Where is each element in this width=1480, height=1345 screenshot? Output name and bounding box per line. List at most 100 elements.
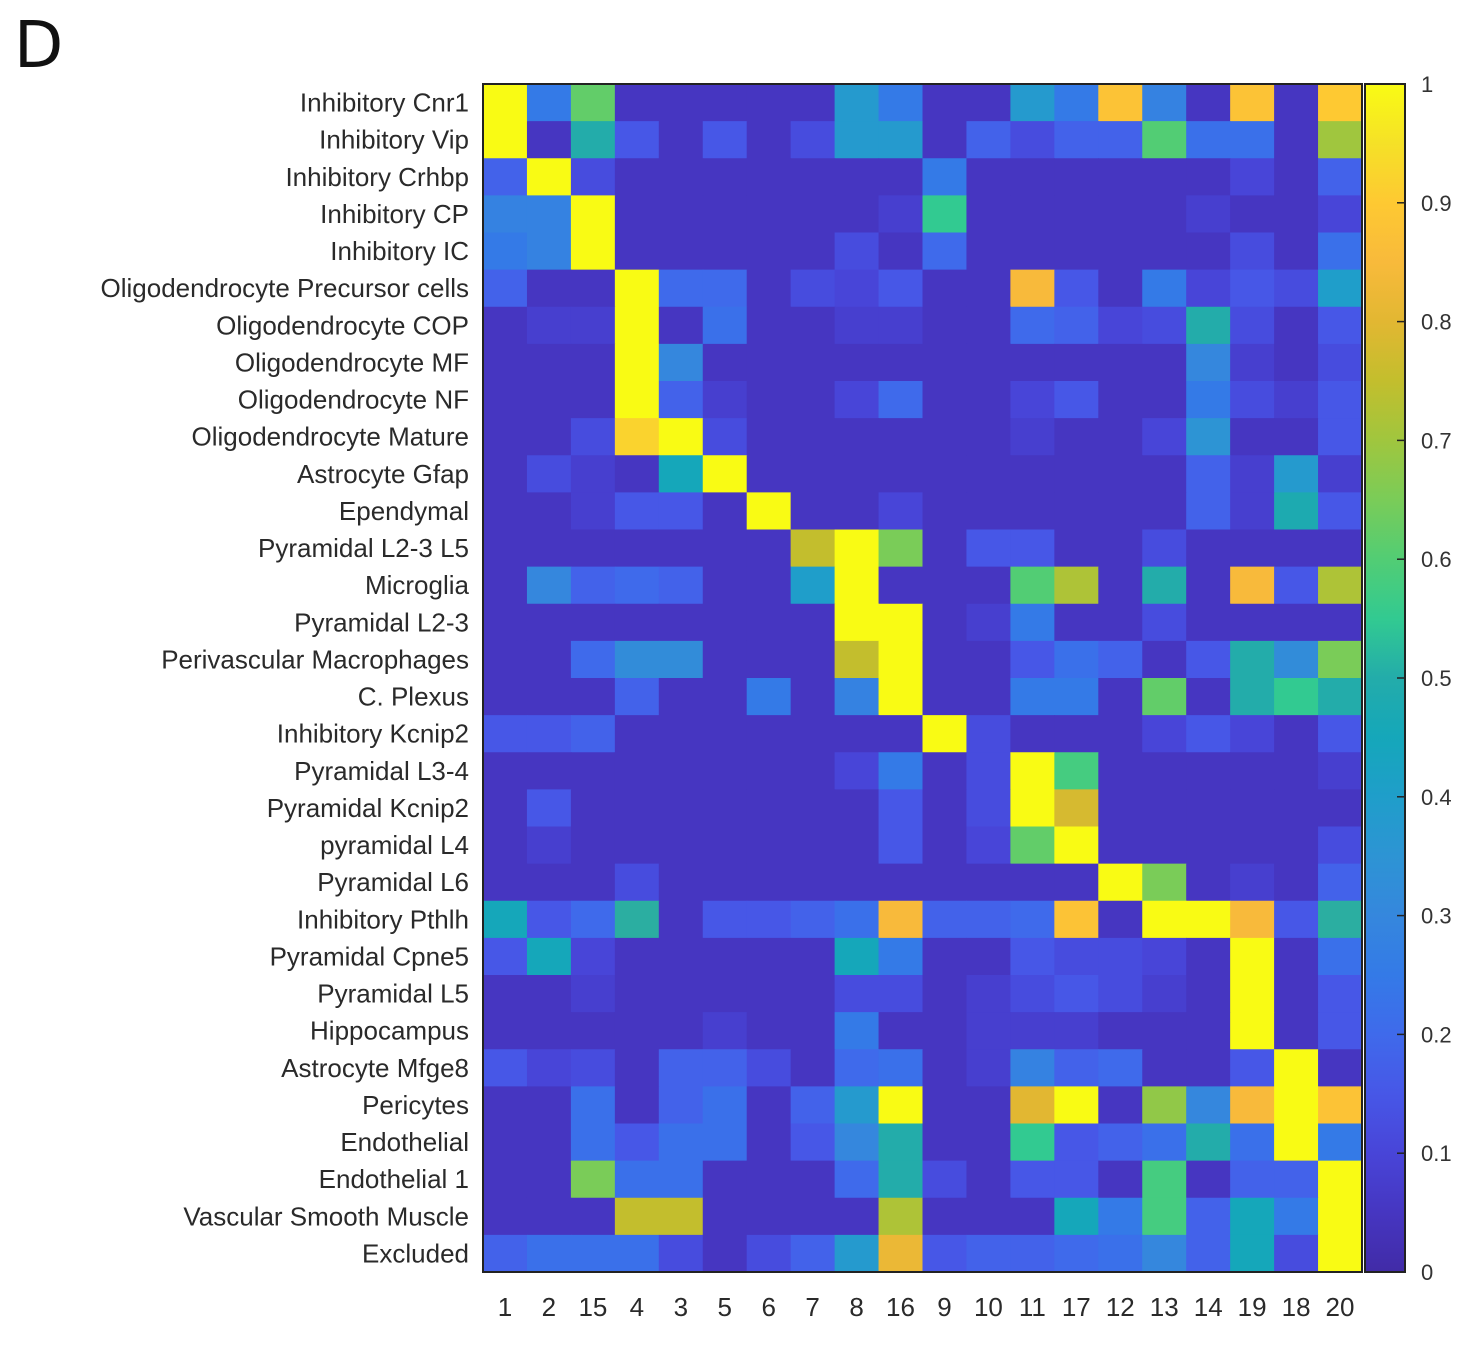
heatmap-cell xyxy=(922,1197,968,1236)
heatmap-cell xyxy=(1274,269,1319,308)
heatmap-cell xyxy=(702,343,748,382)
column-label: 17 xyxy=(1062,1292,1091,1322)
heatmap-cell xyxy=(1230,1234,1275,1273)
heatmap-cell xyxy=(790,455,836,493)
heatmap-cell xyxy=(658,306,704,345)
heatmap-cell xyxy=(790,1197,836,1236)
row-label: Endothelial xyxy=(340,1127,469,1157)
heatmap-cell xyxy=(1142,826,1187,865)
heatmap-cell xyxy=(1186,343,1231,382)
heatmap-cell xyxy=(1186,1086,1231,1125)
heatmap-cell xyxy=(570,455,616,493)
heatmap-cell xyxy=(526,343,572,382)
heatmap-cell xyxy=(834,752,880,790)
heatmap-cell xyxy=(1230,529,1275,568)
heatmap-cell xyxy=(1098,1049,1143,1087)
heatmap-cell xyxy=(483,381,528,419)
heatmap-cell xyxy=(790,937,836,976)
heatmap-cells xyxy=(483,84,1363,1273)
heatmap-cell xyxy=(922,84,968,122)
row-label: Hippocampus xyxy=(310,1016,469,1046)
heatmap-cell xyxy=(702,381,748,419)
heatmap-cell xyxy=(878,492,924,531)
heatmap-cell xyxy=(658,640,704,679)
heatmap-cell xyxy=(1010,566,1055,605)
heatmap-cell xyxy=(1274,195,1319,234)
heatmap-cell xyxy=(1054,343,1099,382)
heatmap-cell xyxy=(1186,1160,1231,1199)
heatmap-cell xyxy=(922,826,968,865)
heatmap-cell xyxy=(570,715,616,753)
heatmap-cell xyxy=(526,1012,572,1050)
heatmap-cell xyxy=(614,715,660,753)
heatmap-cell xyxy=(702,418,748,456)
colorbar-tick-label: 1 xyxy=(1421,72,1433,97)
heatmap-cell xyxy=(966,492,1011,531)
heatmap-cell xyxy=(1186,863,1231,902)
heatmap-cell xyxy=(526,306,572,345)
heatmap-cell xyxy=(1230,158,1275,196)
heatmap-cell xyxy=(614,752,660,790)
heatmap-cell xyxy=(614,863,660,902)
heatmap-cell xyxy=(614,158,660,196)
heatmap-cell xyxy=(1274,752,1319,790)
heatmap-cell xyxy=(570,1234,616,1273)
heatmap-cell xyxy=(570,975,616,1013)
heatmap-cell xyxy=(570,1086,616,1125)
heatmap-cell xyxy=(834,975,880,1013)
heatmap-cell xyxy=(922,1012,968,1050)
colorbar-tick-label: 0.3 xyxy=(1421,904,1452,929)
heatmap-cell xyxy=(1098,715,1143,753)
heatmap-cell xyxy=(1054,752,1099,790)
heatmap-cell xyxy=(1274,306,1319,345)
heatmap-cell xyxy=(746,640,792,679)
heatmap-cell xyxy=(570,269,616,308)
heatmap-cell xyxy=(746,1086,792,1125)
heatmap-cell xyxy=(834,455,880,493)
heatmap-cell xyxy=(834,381,880,419)
heatmap-cell xyxy=(966,826,1011,865)
heatmap-cell xyxy=(922,455,968,493)
heatmap-cell xyxy=(1186,603,1231,642)
heatmap-cell xyxy=(1318,826,1363,865)
heatmap-cell xyxy=(1318,1012,1363,1050)
row-label: Ependymal xyxy=(339,496,469,526)
heatmap-cell xyxy=(1230,269,1275,308)
heatmap-cell xyxy=(1186,900,1231,939)
heatmap-cell xyxy=(483,1012,528,1050)
heatmap-cell xyxy=(878,937,924,976)
heatmap-cell xyxy=(570,937,616,976)
heatmap-cell xyxy=(1098,603,1143,642)
heatmap-cell xyxy=(834,678,880,716)
heatmap-cell xyxy=(746,232,792,271)
heatmap-cell xyxy=(1142,232,1187,271)
heatmap-cell xyxy=(1318,566,1363,605)
row-label: Oligodendrocyte Mature xyxy=(192,422,469,452)
heatmap-cell xyxy=(570,1012,616,1050)
heatmap-cell xyxy=(1274,789,1319,828)
heatmap-cell xyxy=(1054,195,1099,234)
row-label: C. Plexus xyxy=(358,682,469,712)
heatmap-cell xyxy=(570,566,616,605)
heatmap-cell xyxy=(1274,492,1319,531)
heatmap-cell xyxy=(614,937,660,976)
heatmap-cell xyxy=(1318,752,1363,790)
heatmap-cell xyxy=(790,640,836,679)
heatmap-cell xyxy=(614,121,660,159)
heatmap-cell xyxy=(1186,492,1231,531)
heatmap-cell xyxy=(1142,678,1187,716)
heatmap-cell xyxy=(834,1197,880,1236)
heatmap-cell xyxy=(1230,826,1275,865)
heatmap-cell xyxy=(966,343,1011,382)
heatmap-cell xyxy=(614,343,660,382)
heatmap-cell xyxy=(483,195,528,234)
heatmap-cell xyxy=(1318,1086,1363,1125)
heatmap-cell xyxy=(1186,752,1231,790)
heatmap-cell xyxy=(1274,1086,1319,1125)
heatmap-cell xyxy=(1274,1160,1319,1199)
heatmap-cell xyxy=(1054,1049,1099,1087)
colorbar-tick-label: 0.7 xyxy=(1421,428,1452,453)
column-label: 13 xyxy=(1150,1292,1179,1322)
heatmap-cell xyxy=(1230,1049,1275,1087)
heatmap-cell xyxy=(834,566,880,605)
